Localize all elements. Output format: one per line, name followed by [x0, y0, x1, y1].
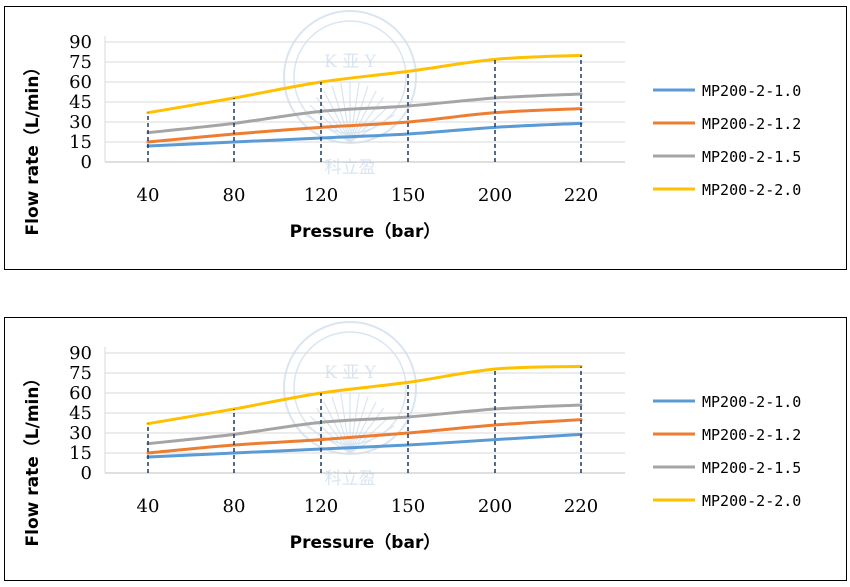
y-tick-label: 90	[69, 343, 92, 364]
x-tick-label: 150	[391, 496, 425, 517]
x-tick-label: 120	[304, 185, 338, 206]
y-tick-label: 15	[69, 443, 92, 464]
series-line	[146, 432, 583, 459]
legend-label: MP200-2-1.0	[702, 393, 801, 411]
x-tick-label: 220	[564, 496, 598, 517]
y-tick-label: 45	[69, 92, 92, 113]
series-line	[146, 364, 583, 426]
series-line	[146, 403, 583, 446]
legend-label: MP200-2-2.0	[702, 492, 801, 510]
x-tick-label: 220	[564, 185, 598, 206]
series-line	[146, 107, 583, 144]
x-tick-label: 150	[391, 185, 425, 206]
y-tick-label: 60	[69, 383, 92, 404]
series-line	[146, 121, 583, 148]
legend-label: MP200-2-1.5	[702, 459, 801, 477]
chart-panel-2: K 亚 Y 科立盈 0 15 30 45 60 75 90 40 80 120 150 200 220 Pre…	[4, 317, 847, 581]
y-tick-label: 60	[69, 72, 92, 93]
y-tick-label: 0	[81, 463, 92, 484]
watermark-characters: 科立盈	[325, 469, 376, 489]
chart-panel-1: K 亚 Y 科立盈 0 15 30 45 60 75 90 40 80 120 150 200 220 Pre…	[4, 6, 847, 270]
legend-label: MP200-2-1.2	[702, 115, 801, 133]
y-tick-label: 30	[69, 423, 92, 444]
series-line	[146, 418, 583, 455]
watermark-characters: 科立盈	[325, 158, 376, 178]
series-line	[146, 53, 583, 115]
y-tick-label: 90	[69, 32, 92, 53]
y-tick-label: 75	[69, 52, 92, 73]
legend-label: MP200-2-1.5	[702, 148, 801, 166]
legend-label: MP200-2-1.0	[702, 82, 801, 100]
y-tick-label: 0	[81, 152, 92, 173]
y-axis-title: Flow rate（L/min）	[22, 370, 43, 547]
x-tick-label: 80	[223, 185, 246, 206]
y-tick-label: 45	[69, 403, 92, 424]
x-tick-label: 120	[304, 496, 338, 517]
legend-label: MP200-2-1.2	[702, 426, 801, 444]
y-tick-label: 30	[69, 112, 92, 133]
x-tick-label: 80	[223, 496, 246, 517]
legend-label: MP200-2-2.0	[702, 181, 801, 199]
x-tick-label: 40	[137, 185, 160, 206]
x-axis-title: Pressure（bar）	[290, 532, 441, 553]
y-tick-label: 75	[69, 363, 92, 384]
x-tick-label: 200	[478, 185, 512, 206]
y-axis-title: Flow rate（L/min）	[22, 59, 43, 236]
x-tick-label: 200	[478, 496, 512, 517]
x-axis-title: Pressure（bar）	[290, 221, 441, 242]
x-tick-label: 40	[137, 496, 160, 517]
y-tick-label: 15	[69, 132, 92, 153]
series-line	[146, 92, 583, 135]
